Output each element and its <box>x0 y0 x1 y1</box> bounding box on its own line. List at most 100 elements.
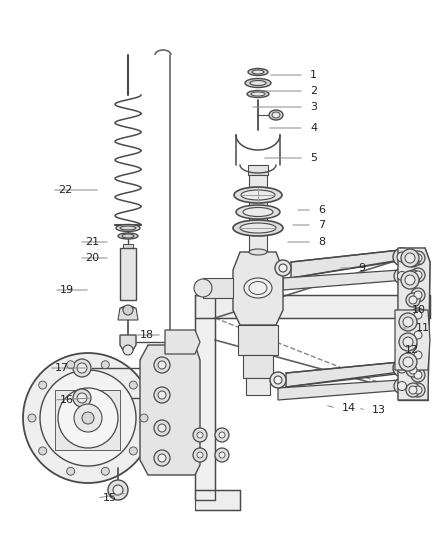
Polygon shape <box>120 248 136 300</box>
Polygon shape <box>246 378 270 395</box>
Polygon shape <box>195 295 215 500</box>
Circle shape <box>411 368 425 382</box>
Text: 20: 20 <box>85 253 99 263</box>
Text: 13: 13 <box>372 405 386 415</box>
Polygon shape <box>140 345 200 475</box>
Ellipse shape <box>398 271 406 280</box>
Circle shape <box>405 275 415 285</box>
Text: 7: 7 <box>318 220 325 230</box>
Text: 18: 18 <box>140 330 154 340</box>
Circle shape <box>108 480 128 500</box>
Ellipse shape <box>240 223 276 233</box>
Circle shape <box>28 414 36 422</box>
Ellipse shape <box>252 70 264 74</box>
Ellipse shape <box>250 80 266 85</box>
Circle shape <box>403 317 413 327</box>
Circle shape <box>401 271 419 289</box>
Polygon shape <box>203 278 233 298</box>
Ellipse shape <box>275 260 291 276</box>
Ellipse shape <box>397 252 407 262</box>
Text: 19: 19 <box>60 285 74 295</box>
Circle shape <box>197 432 203 438</box>
Circle shape <box>23 353 153 483</box>
Circle shape <box>414 271 422 279</box>
Circle shape <box>406 363 420 377</box>
Circle shape <box>154 387 170 403</box>
Circle shape <box>39 447 47 455</box>
Text: 1: 1 <box>310 70 317 80</box>
Ellipse shape <box>233 220 283 236</box>
Circle shape <box>411 268 425 282</box>
Circle shape <box>113 485 123 495</box>
Text: 5: 5 <box>310 153 317 163</box>
Circle shape <box>414 254 422 262</box>
Circle shape <box>67 467 75 475</box>
Circle shape <box>77 363 87 373</box>
Ellipse shape <box>194 279 212 297</box>
Text: 10: 10 <box>412 305 426 315</box>
Circle shape <box>193 448 207 462</box>
Circle shape <box>401 249 419 267</box>
Polygon shape <box>395 310 430 370</box>
Circle shape <box>197 452 203 458</box>
Circle shape <box>193 428 207 442</box>
Ellipse shape <box>244 278 272 298</box>
Circle shape <box>409 341 417 349</box>
Circle shape <box>73 389 91 407</box>
Circle shape <box>409 256 417 264</box>
Circle shape <box>123 305 133 315</box>
Polygon shape <box>283 270 405 290</box>
Circle shape <box>411 383 425 397</box>
Ellipse shape <box>236 205 280 219</box>
Ellipse shape <box>393 359 411 377</box>
Circle shape <box>154 420 170 436</box>
Polygon shape <box>291 250 405 278</box>
Circle shape <box>406 293 420 307</box>
Text: 4: 4 <box>310 123 317 133</box>
Circle shape <box>406 315 420 329</box>
Polygon shape <box>165 330 200 354</box>
Ellipse shape <box>241 190 275 200</box>
Text: 8: 8 <box>318 237 325 247</box>
Polygon shape <box>195 295 430 318</box>
Circle shape <box>39 381 47 389</box>
Ellipse shape <box>394 268 410 284</box>
Text: 15: 15 <box>103 493 117 503</box>
Circle shape <box>219 452 225 458</box>
Circle shape <box>399 353 417 371</box>
Text: 2: 2 <box>310 86 317 96</box>
Ellipse shape <box>120 226 136 230</box>
Text: 11: 11 <box>416 323 430 333</box>
Circle shape <box>129 447 137 455</box>
Ellipse shape <box>118 233 138 239</box>
Circle shape <box>129 381 137 389</box>
Circle shape <box>414 371 422 379</box>
Circle shape <box>158 454 166 462</box>
Polygon shape <box>120 335 136 350</box>
Circle shape <box>154 450 170 466</box>
Circle shape <box>403 337 413 347</box>
Circle shape <box>40 370 136 466</box>
Circle shape <box>158 424 166 432</box>
Circle shape <box>399 333 417 351</box>
Circle shape <box>101 361 110 369</box>
Text: 14: 14 <box>342 403 356 413</box>
Circle shape <box>406 253 420 267</box>
Circle shape <box>403 357 413 367</box>
Circle shape <box>409 366 417 374</box>
Polygon shape <box>110 485 126 495</box>
Polygon shape <box>243 355 273 378</box>
Polygon shape <box>278 380 405 400</box>
Polygon shape <box>286 362 405 387</box>
Ellipse shape <box>274 376 282 384</box>
Circle shape <box>77 393 87 403</box>
Circle shape <box>215 448 229 462</box>
Ellipse shape <box>243 207 273 216</box>
Circle shape <box>58 388 118 448</box>
Circle shape <box>406 383 420 397</box>
Ellipse shape <box>393 248 411 266</box>
Circle shape <box>158 391 166 399</box>
Text: 16: 16 <box>60 395 74 405</box>
Ellipse shape <box>394 378 410 394</box>
Ellipse shape <box>397 363 407 373</box>
